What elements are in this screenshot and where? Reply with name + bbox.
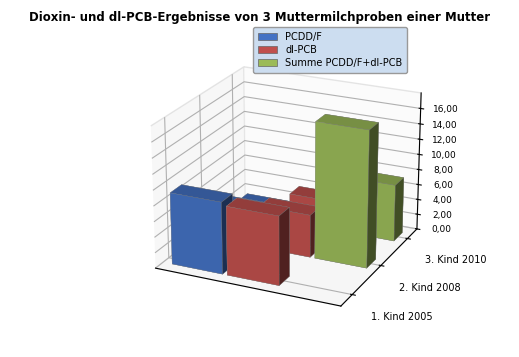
Legend: PCDD/F, dl-PCB, Summe PCDD/F+dl-PCB: PCDD/F, dl-PCB, Summe PCDD/F+dl-PCB (253, 27, 407, 73)
Text: Dioxin- und dl-PCB-Ergebnisse von 3 Muttermilchproben einer Mutter: Dioxin- und dl-PCB-Ergebnisse von 3 Mutt… (29, 11, 490, 24)
